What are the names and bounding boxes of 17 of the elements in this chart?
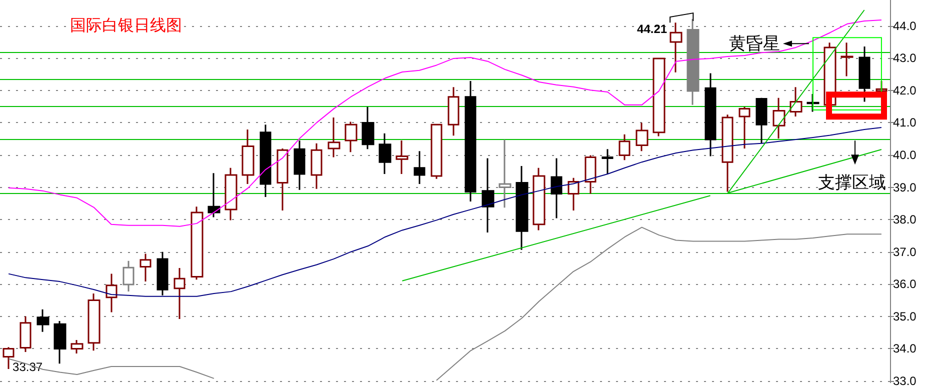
annotation: 黄昏星 [728,34,780,54]
annotation: 44.21 [637,22,668,36]
y-tick-label: 40.0 [893,148,917,162]
y-tick-label: 33.0 [893,374,917,387]
y-tick-label: 37.0 [893,244,917,259]
y-tick-label: 35.0 [893,309,917,324]
y-tick-label: 36.0 [893,277,917,292]
y-tick-label: 43.0 [893,51,917,66]
annotation: 33.37 [12,360,43,374]
text: 国际白银日线图 [70,16,182,34]
y-tick-label: 34.0 [893,342,917,356]
y-tick-label: 42.0 [893,83,917,98]
y-tick-label: 44.0 [893,18,917,33]
y-tick-label: 38.0 [893,212,917,227]
y-tick-label: 41.0 [893,116,917,130]
annotation: 支撑区域 [818,173,886,192]
y-tick-label: 39.0 [893,180,917,194]
